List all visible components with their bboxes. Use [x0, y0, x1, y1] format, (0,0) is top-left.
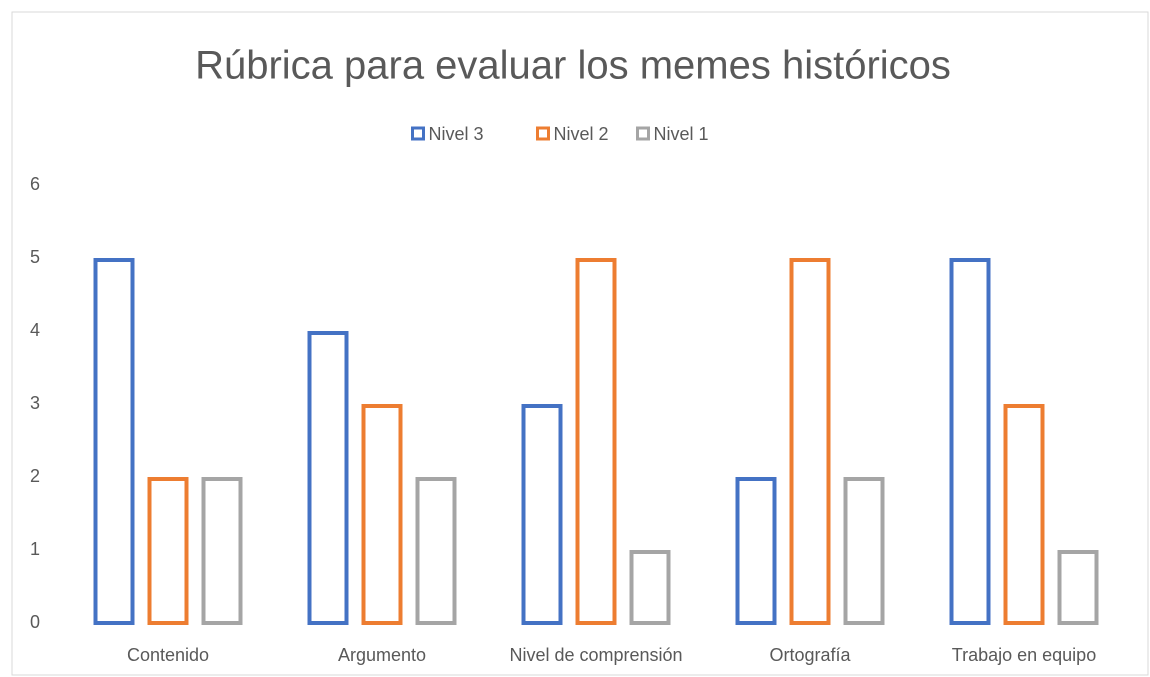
x-tick-label: Trabajo en equipo	[952, 645, 1096, 665]
bar	[361, 404, 403, 625]
bar	[93, 258, 135, 625]
chart-border	[11, 11, 1149, 676]
bar	[1057, 550, 1099, 625]
legend-label: Nivel 3	[429, 124, 484, 144]
bar	[949, 258, 991, 625]
y-tick-label: 0	[30, 612, 40, 632]
bar	[521, 404, 563, 625]
x-tick-label: Ortografía	[769, 645, 851, 665]
chart-title: Rúbrica para evaluar los memes histórico…	[195, 44, 951, 88]
legend-label: Nivel 2	[554, 124, 609, 144]
bar	[735, 477, 777, 625]
y-tick-label: 4	[30, 320, 40, 340]
bar	[307, 331, 349, 625]
x-tick-label: Contenido	[127, 645, 209, 665]
legend-swatch	[636, 126, 650, 141]
bar	[789, 258, 831, 625]
y-tick-label: 1	[30, 539, 40, 559]
x-tick-label: Nivel de comprensión	[509, 645, 682, 665]
bar	[201, 477, 243, 625]
bar	[629, 550, 671, 625]
y-tick-label: 3	[30, 393, 40, 413]
y-tick-label: 6	[30, 174, 40, 194]
bar	[1003, 404, 1045, 625]
y-tick-label: 2	[30, 466, 40, 486]
bar	[575, 258, 617, 625]
y-tick-label: 5	[30, 247, 40, 267]
bar	[415, 477, 457, 625]
legend-label: Nivel 1	[654, 124, 709, 144]
legend-swatch	[536, 126, 550, 141]
x-tick-label: Argumento	[338, 645, 426, 665]
bar	[843, 477, 885, 625]
bar	[147, 477, 189, 625]
legend-swatch	[411, 126, 425, 141]
